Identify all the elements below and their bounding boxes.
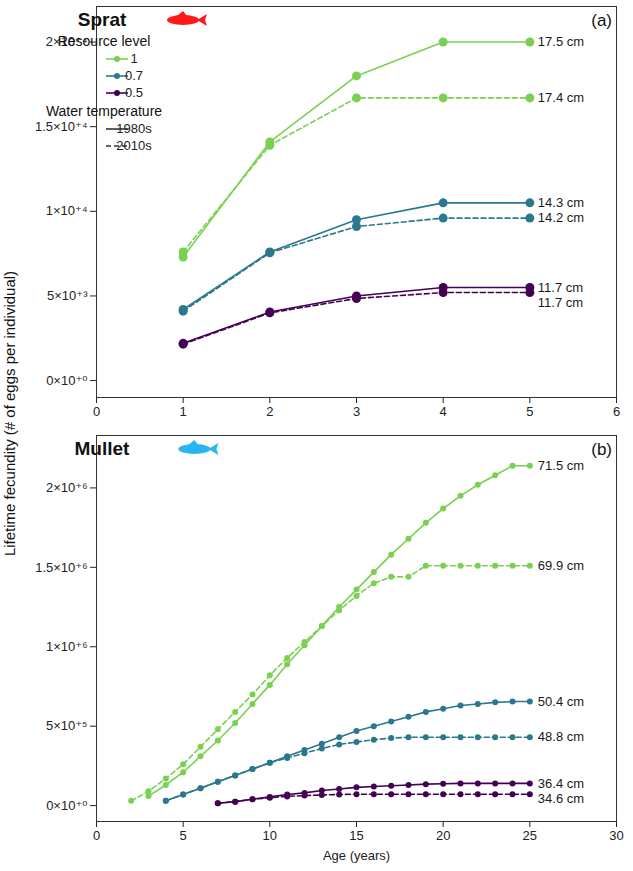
svg-text:17.5 cm: 17.5 cm <box>538 34 584 49</box>
svg-text:1.5×10⁺⁴: 1.5×10⁺⁴ <box>35 119 88 134</box>
svg-text:Resource level: Resource level <box>58 33 151 49</box>
svg-text:30: 30 <box>609 828 623 843</box>
svg-text:50.4 cm: 50.4 cm <box>538 694 584 709</box>
svg-text:25: 25 <box>523 828 537 843</box>
svg-text:0.7: 0.7 <box>125 68 143 83</box>
svg-text:2010s: 2010s <box>116 138 152 153</box>
svg-text:1980s: 1980s <box>116 121 152 136</box>
svg-text:1×10⁺⁴: 1×10⁺⁴ <box>46 203 88 218</box>
svg-text:6: 6 <box>613 404 620 419</box>
svg-text:14.3 cm: 14.3 cm <box>538 195 584 210</box>
svg-text:5×10⁺⁵: 5×10⁺⁵ <box>46 718 88 733</box>
svg-text:1×10⁺⁶: 1×10⁺⁶ <box>46 639 88 654</box>
svg-text:Lifetime fecundity (# of eggs: Lifetime fecundity (# of eggs per indivi… <box>1 271 18 556</box>
svg-text:34.6 cm: 34.6 cm <box>538 791 584 806</box>
svg-text:69.9 cm: 69.9 cm <box>538 558 584 573</box>
svg-text:5: 5 <box>526 404 533 419</box>
svg-text:3: 3 <box>353 404 360 419</box>
svg-text:5: 5 <box>180 828 187 843</box>
svg-text:11.7 cm: 11.7 cm <box>538 295 583 310</box>
svg-text:1: 1 <box>180 404 187 419</box>
svg-text:14.2 cm: 14.2 cm <box>538 210 584 225</box>
svg-text:0.5: 0.5 <box>125 85 143 100</box>
svg-text:36.4 cm: 36.4 cm <box>538 776 584 791</box>
svg-text:17.4 cm: 17.4 cm <box>538 90 584 105</box>
svg-text:48.8 cm: 48.8 cm <box>538 729 584 744</box>
svg-text:0: 0 <box>93 404 100 419</box>
svg-text:11.7 cm: 11.7 cm <box>538 280 583 295</box>
svg-text:0: 0 <box>93 828 100 843</box>
svg-text:4: 4 <box>440 404 447 419</box>
svg-text:2: 2 <box>266 404 273 419</box>
svg-text:Age (years): Age (years) <box>323 848 390 863</box>
svg-text:5×10⁺³: 5×10⁺³ <box>47 288 88 303</box>
svg-text:0×10⁺⁰: 0×10⁺⁰ <box>46 373 87 388</box>
svg-text:71.5 cm: 71.5 cm <box>538 458 584 473</box>
svg-text:10: 10 <box>263 828 277 843</box>
svg-text:1: 1 <box>130 51 137 66</box>
svg-text:2×10⁺⁶: 2×10⁺⁶ <box>46 480 88 495</box>
svg-text:(a): (a) <box>591 11 612 30</box>
svg-text:(b): (b) <box>591 440 612 459</box>
svg-text:20: 20 <box>436 828 450 843</box>
svg-text:Mullet: Mullet <box>75 438 131 459</box>
svg-text:15: 15 <box>349 828 363 843</box>
svg-text:Water temperature: Water temperature <box>46 103 162 119</box>
svg-text:1.5×10⁺⁶: 1.5×10⁺⁶ <box>35 560 87 575</box>
svg-text:0×10⁺⁰: 0×10⁺⁰ <box>46 798 87 813</box>
svg-text:Sprat: Sprat <box>78 9 127 30</box>
